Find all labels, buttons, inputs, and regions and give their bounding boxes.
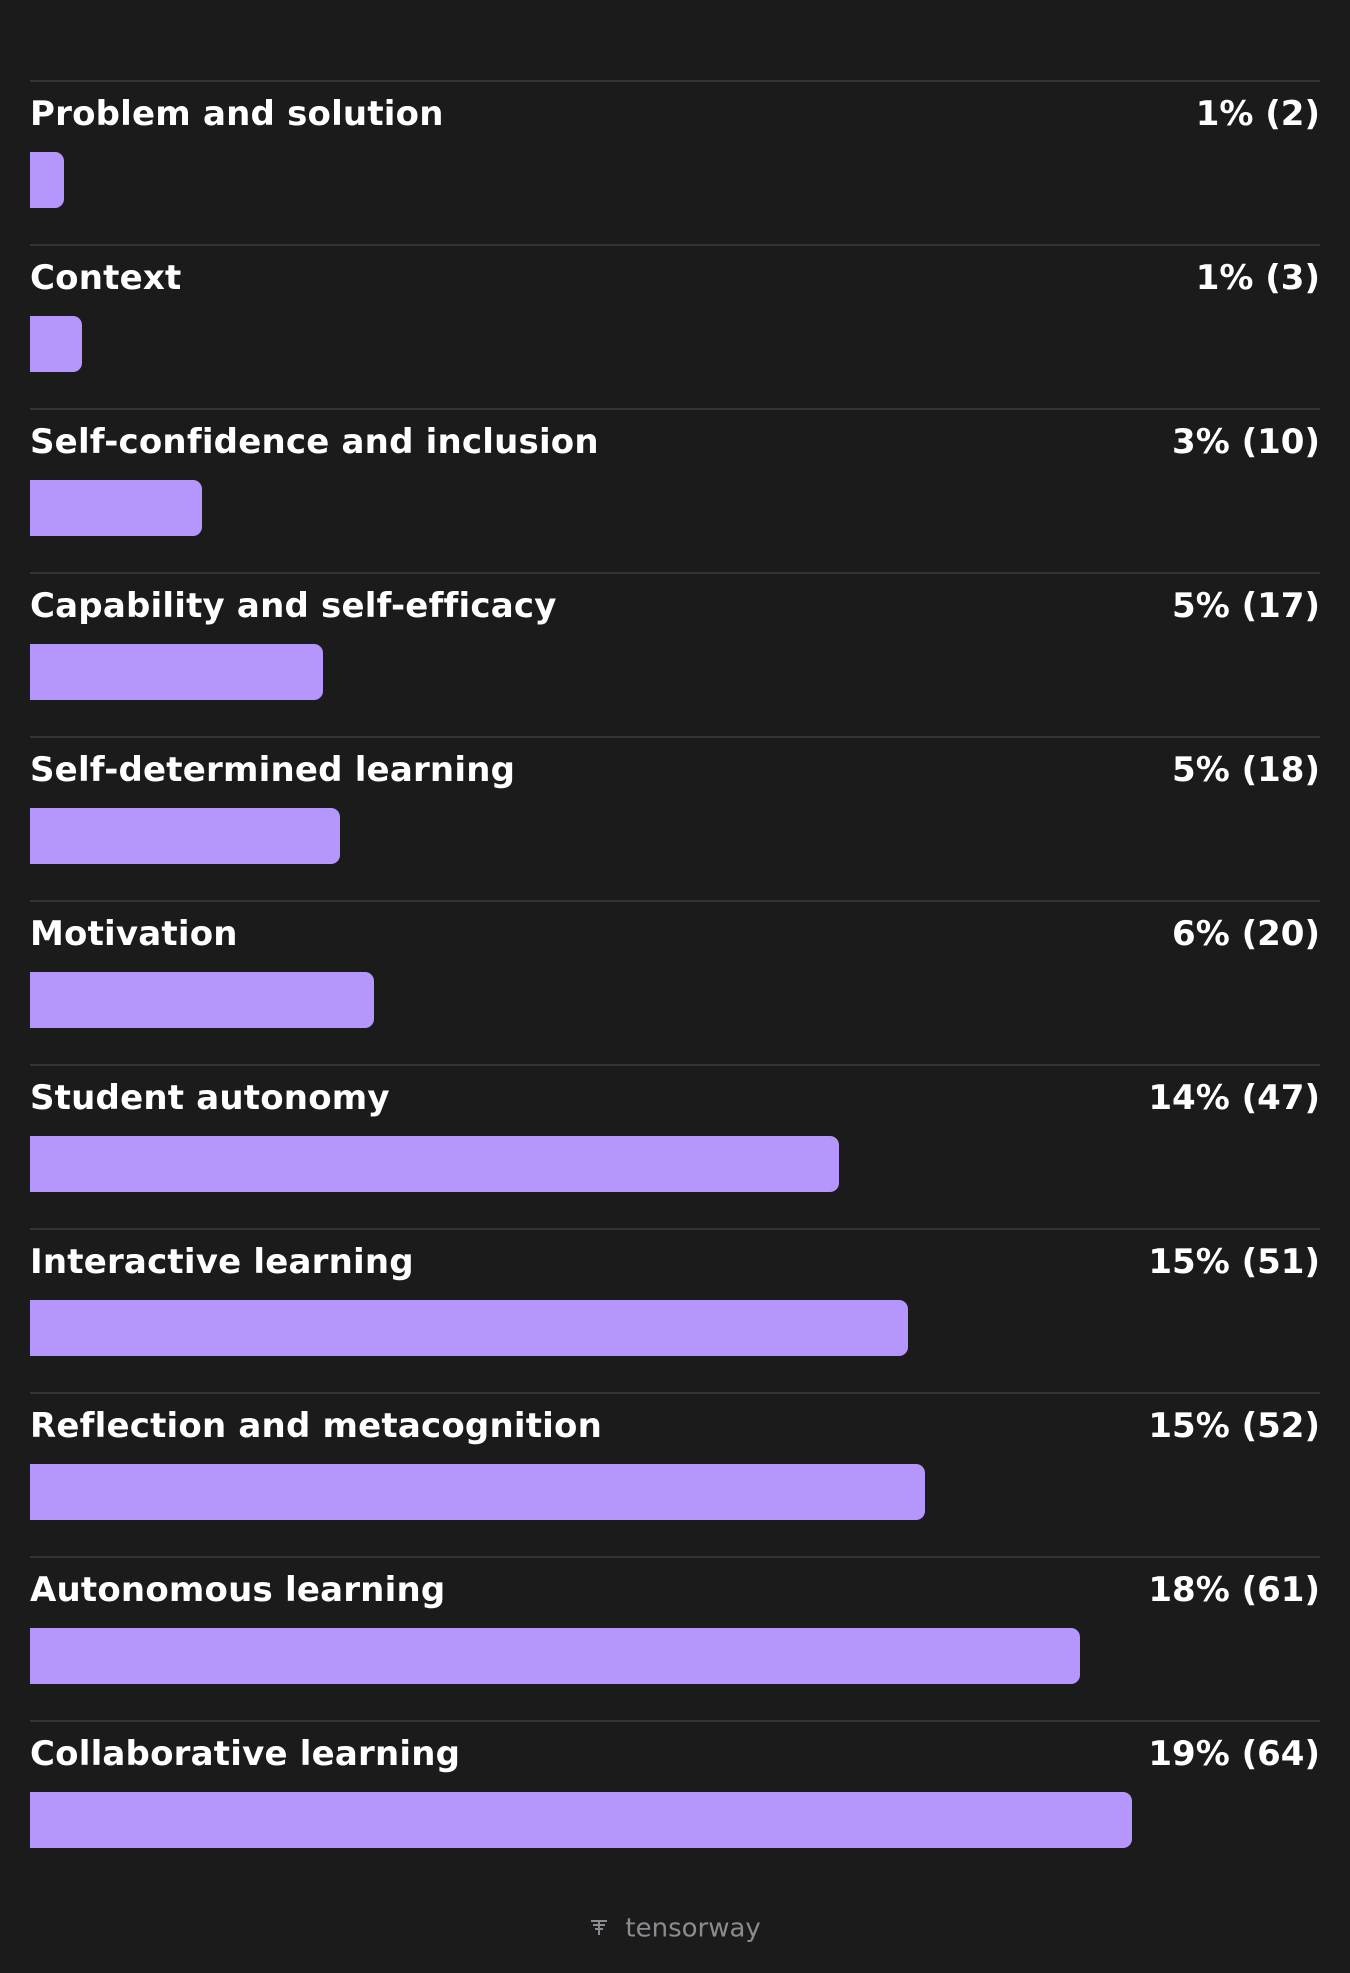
bar	[30, 316, 82, 372]
bar	[30, 1464, 925, 1520]
footer: tensorway	[0, 1913, 1350, 1944]
bar	[30, 808, 340, 864]
category-label: Self-confidence and inclusion	[30, 422, 599, 462]
value-label: 6% (20)	[1172, 914, 1320, 954]
value-label: 19% (64)	[1148, 1734, 1320, 1774]
bar-chart: Problem and solution 1% (2) Context 1% (3) S…	[30, 80, 1320, 1884]
bar	[30, 644, 323, 700]
bar	[30, 1792, 1132, 1848]
value-label: 15% (51)	[1148, 1242, 1320, 1282]
bar	[30, 972, 374, 1028]
category-label: Reflection and metacognition	[30, 1406, 602, 1446]
chart-row: Autonomous learning 18% (61)	[30, 1556, 1320, 1720]
category-label: Capability and self-efficacy	[30, 586, 557, 626]
chart-row: Reflection and metacognition 15% (52)	[30, 1392, 1320, 1556]
category-label: Student autonomy	[30, 1078, 390, 1118]
bar	[30, 1628, 1080, 1684]
category-label: Context	[30, 258, 182, 298]
value-label: 1% (3)	[1195, 258, 1320, 298]
bar	[30, 1136, 839, 1192]
tensorway-logo-icon	[589, 1914, 609, 1944]
value-label: 15% (52)	[1148, 1406, 1320, 1446]
category-label: Self-determined learning	[30, 750, 516, 790]
category-label: Collaborative learning	[30, 1734, 461, 1774]
chart-row: Motivation 6% (20)	[30, 900, 1320, 1064]
chart-row: Capability and self-efficacy 5% (17)	[30, 572, 1320, 736]
chart-row: Self-determined learning 5% (18)	[30, 736, 1320, 900]
category-label: Autonomous learning	[30, 1570, 446, 1610]
chart-row: Problem and solution 1% (2)	[30, 80, 1320, 244]
chart-row: Student autonomy 14% (47)	[30, 1064, 1320, 1228]
value-label: 3% (10)	[1172, 422, 1320, 462]
bar	[30, 480, 202, 536]
chart-row: Self-confidence and inclusion 3% (10)	[30, 408, 1320, 572]
category-label: Motivation	[30, 914, 238, 954]
bar	[30, 152, 64, 208]
brand-name: tensorway	[625, 1913, 761, 1944]
value-label: 14% (47)	[1148, 1078, 1320, 1118]
category-label: Interactive learning	[30, 1242, 414, 1282]
category-label: Problem and solution	[30, 94, 444, 134]
chart-row: Interactive learning 15% (51)	[30, 1228, 1320, 1392]
chart-row: Context 1% (3)	[30, 244, 1320, 408]
bar	[30, 1300, 908, 1356]
value-label: 18% (61)	[1148, 1570, 1320, 1610]
value-label: 5% (17)	[1172, 586, 1320, 626]
value-label: 1% (2)	[1195, 94, 1320, 134]
chart-row: Collaborative learning 19% (64)	[30, 1720, 1320, 1884]
value-label: 5% (18)	[1172, 750, 1320, 790]
